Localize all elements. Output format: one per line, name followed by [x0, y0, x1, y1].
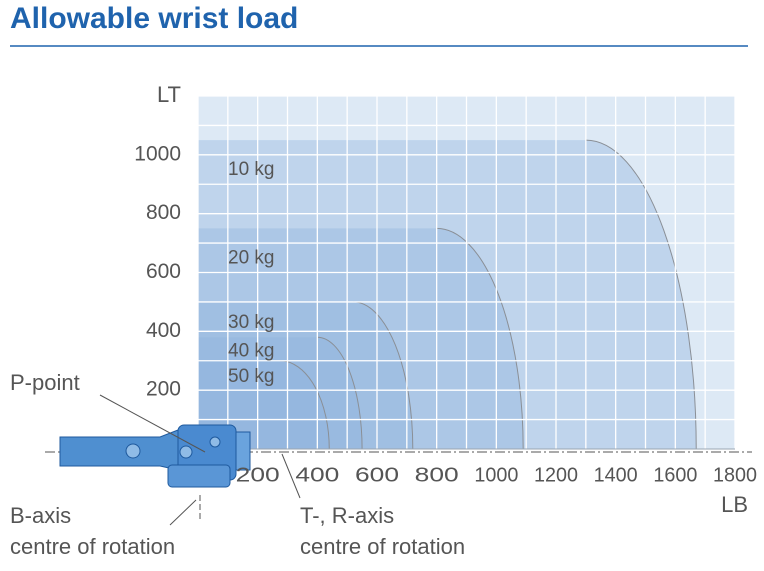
x-axis-label: LB	[721, 492, 748, 517]
y-axis-label: LT	[157, 82, 181, 107]
load-region	[198, 140, 697, 449]
annotation: centre of rotation	[300, 534, 465, 559]
region-label: 40 kg	[228, 340, 274, 361]
x-tick-label: 1600	[653, 464, 697, 486]
load-region	[198, 228, 524, 449]
region-outline	[585, 139, 697, 450]
y-tick-label: 200	[146, 378, 181, 401]
x-tick-label: 1800	[713, 464, 757, 486]
wrist-drawing	[59, 424, 251, 488]
y-tick-label: 1000	[134, 142, 181, 165]
leader	[281, 453, 301, 499]
x-tick-label: 1200	[534, 464, 578, 486]
annotation: T-, R-axis	[300, 503, 394, 528]
region-outline	[353, 301, 414, 450]
leader	[99, 394, 206, 453]
x-tick-label: 400	[295, 464, 339, 486]
x-tick-label: 1400	[594, 464, 638, 486]
region-label: 10 kg	[228, 159, 274, 180]
region-label: 20 kg	[228, 247, 274, 268]
y-tick-label: 800	[146, 201, 181, 224]
region-label: 50 kg	[228, 366, 274, 387]
leader	[169, 499, 197, 526]
annotation: B-axis	[10, 503, 71, 528]
x-tick-label: 1000	[474, 464, 518, 486]
load-region	[198, 301, 413, 449]
y-tick-label: 400	[146, 319, 181, 342]
x-tick-label: 600	[355, 464, 399, 486]
y-tick-label: 600	[146, 260, 181, 283]
chart-title: Allowable wrist load	[10, 2, 298, 35]
annotation: centre of rotation	[10, 534, 175, 559]
region-outline	[280, 360, 330, 450]
region-label: 30 kg	[228, 312, 274, 333]
x-tick-label: 800	[415, 464, 459, 486]
x-tick-label: 200	[236, 464, 280, 486]
region-outline	[436, 227, 524, 450]
annotation: P-point	[10, 370, 80, 395]
load-region	[198, 337, 363, 449]
plot	[197, 95, 736, 450]
region-outline	[317, 336, 363, 450]
